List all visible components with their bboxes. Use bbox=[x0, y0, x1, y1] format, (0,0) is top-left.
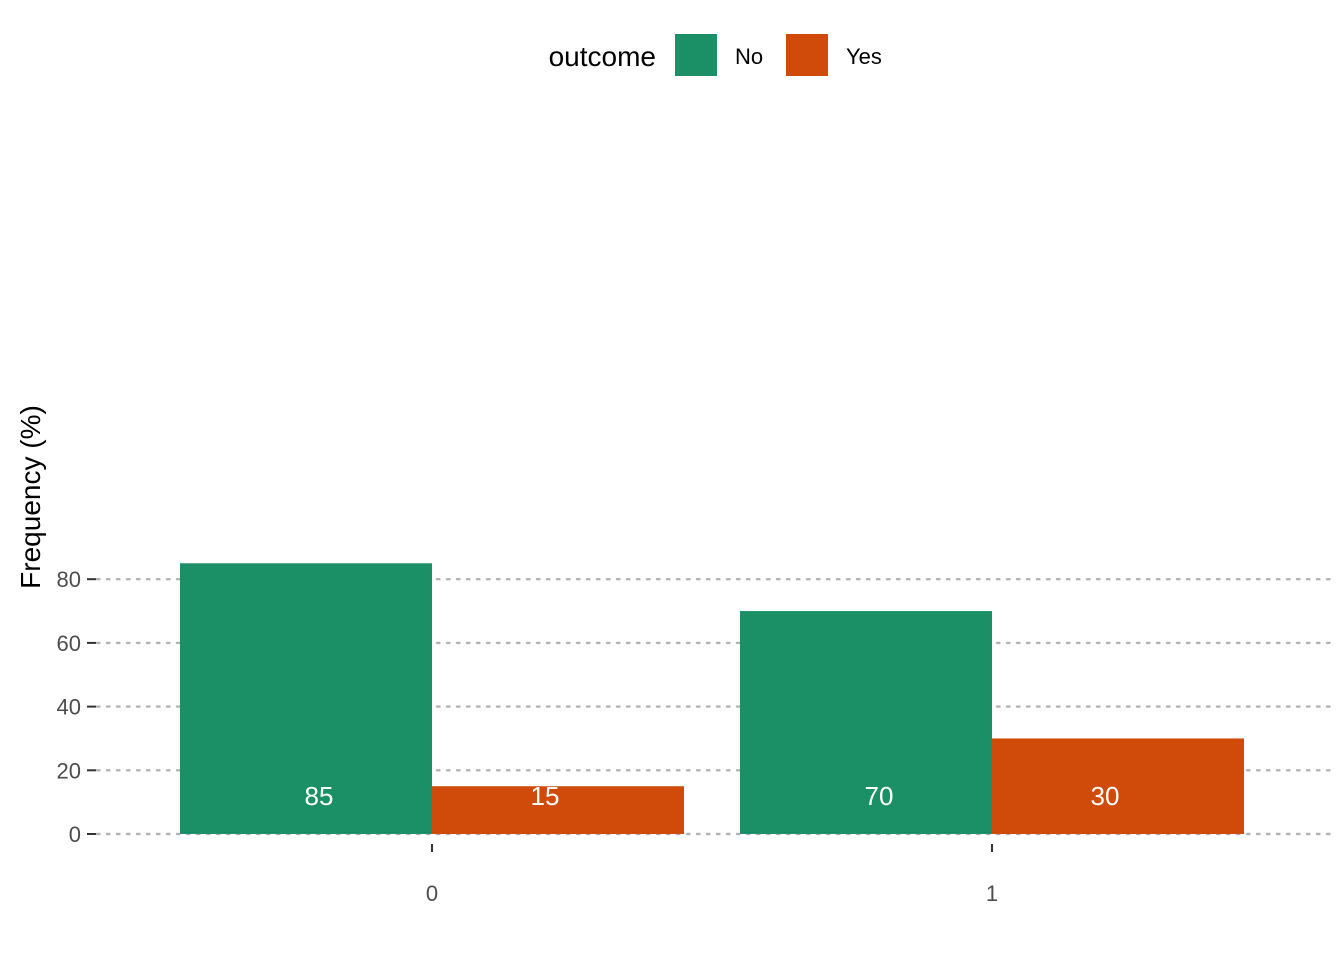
x-tick-label: 1 bbox=[986, 881, 998, 906]
bar-value-label: 85 bbox=[305, 781, 334, 811]
legend-key-no bbox=[675, 34, 717, 76]
bar-yes-1 bbox=[992, 738, 1244, 834]
y-tick-label: 40 bbox=[57, 695, 81, 720]
bars bbox=[180, 563, 1244, 834]
y-tick-label: 20 bbox=[57, 758, 81, 783]
bar-value-label: 15 bbox=[531, 781, 560, 811]
bar-value-labels: 85 15 70 30 bbox=[305, 781, 1120, 811]
y-tick-label: 0 bbox=[69, 822, 81, 847]
y-tick-label: 60 bbox=[57, 631, 81, 656]
y-axis-title: Frequency (%) bbox=[15, 405, 46, 589]
legend-label-yes: Yes bbox=[846, 44, 882, 69]
y-tick-label: 80 bbox=[57, 567, 81, 592]
legend-title: outcome bbox=[549, 41, 656, 72]
bar-no-1 bbox=[740, 611, 992, 834]
bar-value-label: 30 bbox=[1091, 781, 1120, 811]
bar-no-0 bbox=[180, 563, 432, 834]
legend: outcome No Yes bbox=[549, 34, 882, 76]
y-axis: 0 20 40 60 80 bbox=[57, 567, 96, 847]
bar-yes-0 bbox=[432, 786, 684, 834]
x-tick-label: 0 bbox=[426, 881, 438, 906]
legend-label-no: No bbox=[735, 44, 763, 69]
bar-value-label: 70 bbox=[865, 781, 894, 811]
legend-key-yes bbox=[786, 34, 828, 76]
